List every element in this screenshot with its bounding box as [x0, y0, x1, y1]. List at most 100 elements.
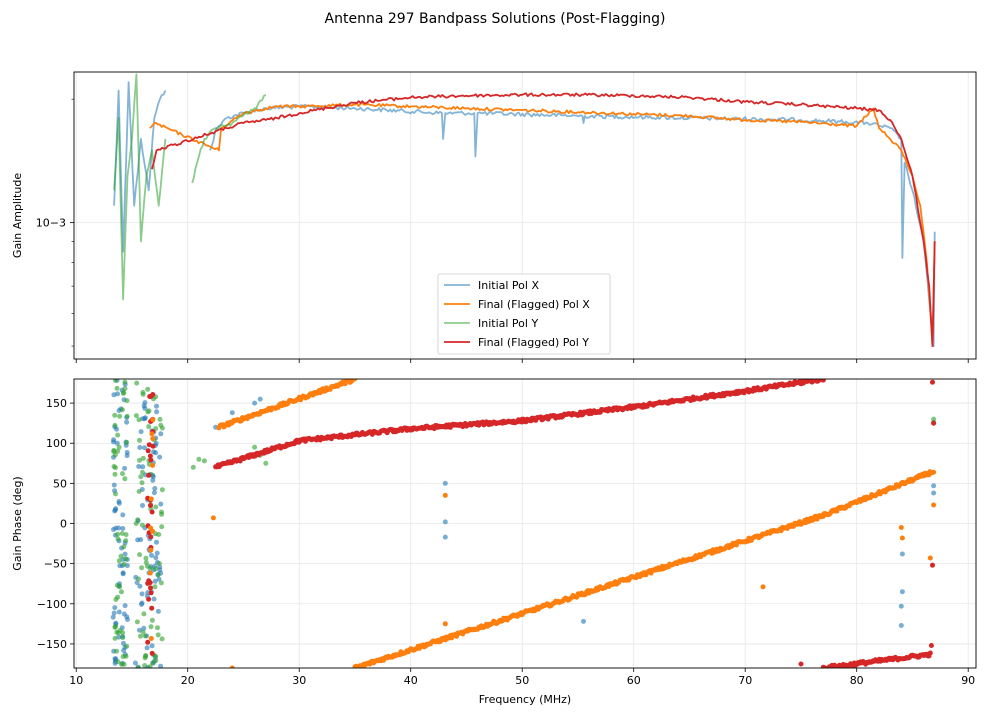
phase-point-final-pol-y: [930, 562, 935, 568]
phase-point-initial-pol-y: [142, 633, 148, 639]
phase-point-initial-pol-y: [159, 636, 165, 642]
phase-point-final-pol-x: [148, 636, 154, 641]
phase-point-final-pol-y: [148, 590, 154, 596]
phase-point-initial-pol-y: [142, 663, 148, 668]
phase-point-initial-pol-x: [142, 415, 148, 421]
phase-point-final-pol-x: [899, 535, 905, 541]
phase-point-initial-pol-y: [143, 560, 149, 565]
phase-point-initial-pol-y: [140, 469, 145, 475]
phase-point-initial-pol-x: [142, 400, 148, 406]
phase-point-final-pol-y: [798, 661, 804, 667]
phase-point-initial-pol-x: [151, 490, 157, 496]
phase-point-final-pol-y: [927, 650, 933, 656]
phase-ticks: 10 20 30 40 50 60 70 80 90 −150 −100 −50 0 50 100 150: [37, 397, 975, 687]
phase-point-initial-pol-x: [158, 501, 164, 507]
phase-point-initial-pol-x: [140, 464, 146, 470]
phase-point-initial-pol-y: [112, 624, 118, 630]
phase-y-tick-label: 100: [46, 437, 67, 450]
phase-point-initial-pol-x: [116, 609, 122, 615]
amp-line-initial-pol-y: [113, 73, 267, 301]
phase-point-initial-pol-y: [122, 476, 128, 482]
phase-point-initial-pol-x: [154, 403, 159, 409]
phase-point-initial-pol-y: [138, 633, 143, 639]
phase-point-initial-pol-y: [156, 532, 162, 537]
phase-point-initial-pol-y: [112, 412, 118, 418]
phase-point-initial-pol-x: [141, 625, 147, 631]
phase-point-final-pol-y: [146, 596, 152, 602]
phase-point-final-pol-x: [931, 469, 937, 475]
legend-label-initial-pol-x: Initial Pol X: [478, 279, 539, 292]
phase-point-initial-pol-y: [145, 386, 151, 392]
phase-point-initial-pol-x: [111, 610, 117, 616]
phase-point-initial-pol-x: [931, 483, 937, 489]
phase-point-final-pol-y: [148, 457, 154, 463]
legend-label-final-pol-x: Final (Flagged) Pol X: [478, 298, 590, 311]
phase-point-initial-pol-x: [120, 570, 126, 576]
amplitude-axes-frame: [73, 71, 977, 360]
amplitude-panel: Gain Amplitude 10−3 Initial Pol X Final …: [11, 71, 977, 363]
phase-point-initial-pol-y: [140, 455, 146, 461]
phase-x-tick-label: 80: [850, 674, 864, 687]
phase-point-initial-pol-y: [115, 531, 121, 537]
phase-series: [110, 379, 937, 668]
phase-point-initial-pol-x: [114, 440, 120, 446]
phase-point-initial-pol-x: [110, 614, 116, 620]
phase-y-tick-label: −50: [44, 558, 67, 571]
phase-y-tick-label: 50: [53, 477, 67, 490]
phase-point-final-pol-x: [352, 379, 358, 382]
phase-point-final-pol-x: [927, 555, 933, 561]
phase-point-initial-pol-y: [153, 504, 159, 510]
phase-x-tick-label: 50: [515, 674, 529, 687]
phase-point-initial-pol-x: [899, 589, 905, 595]
phase-point-final-pol-x: [442, 621, 448, 627]
phase-point-initial-pol-x: [157, 454, 163, 460]
phase-point-initial-pol-y: [120, 471, 125, 477]
legend-label-initial-pol-y: Initial Pol Y: [478, 317, 538, 330]
phase-point-initial-pol-x: [154, 409, 160, 415]
phase-point-initial-pol-x: [122, 551, 128, 557]
phase-x-tick-label: 70: [738, 674, 752, 687]
phase-point-final-pol-y: [145, 448, 151, 454]
phase-point-initial-pol-y: [136, 417, 142, 423]
phase-point-initial-pol-y: [113, 491, 118, 497]
phase-point-initial-pol-y: [147, 565, 153, 571]
phase-point-initial-pol-x: [140, 503, 145, 508]
phase-point-initial-pol-y: [196, 456, 202, 462]
legend: Initial Pol X Final (Flagged) Pol X Init…: [437, 273, 611, 355]
phase-point-initial-pol-y: [119, 589, 124, 595]
phase-point-final-pol-y: [820, 379, 826, 383]
phase-point-final-pol-y: [149, 509, 155, 515]
phase-point-initial-pol-y: [115, 659, 121, 665]
phase-point-final-pol-x: [931, 502, 937, 508]
phase-point-initial-pol-y: [113, 597, 119, 602]
phase-x-tick-label: 40: [404, 674, 418, 687]
phase-point-initial-pol-y: [123, 556, 129, 562]
phase-point-final-pol-y: [148, 534, 154, 540]
phase-point-final-pol-y: [145, 639, 151, 645]
phase-point-initial-pol-y: [115, 432, 121, 438]
phase-point-initial-pol-x: [142, 445, 147, 451]
phase-point-final-pol-x: [210, 515, 216, 521]
phase-point-initial-pol-x: [899, 551, 905, 557]
phase-point-initial-pol-y: [120, 635, 126, 640]
phase-point-initial-pol-y: [114, 385, 120, 391]
phase-point-initial-pol-y: [153, 653, 158, 659]
amplitude-y-axis-label: Gain Amplitude: [11, 173, 24, 258]
phase-point-initial-pol-x: [155, 608, 161, 614]
phase-point-initial-pol-x: [113, 525, 119, 531]
phase-point-initial-pol-x: [154, 550, 160, 556]
phase-point-initial-pol-x: [156, 576, 162, 582]
phase-point-final-pol-y: [150, 443, 156, 449]
phase-point-initial-pol-y: [121, 390, 127, 396]
phase-point-final-pol-x: [442, 492, 448, 498]
phase-point-initial-pol-y: [153, 657, 159, 663]
phase-y-tick-label: −100: [37, 598, 67, 611]
phase-y-tick-label: 0: [60, 518, 67, 531]
phase-point-initial-pol-y: [149, 617, 155, 623]
phase-point-final-pol-x: [148, 525, 154, 531]
phase-point-initial-pol-x: [111, 437, 117, 443]
phase-point-final-pol-x: [149, 431, 155, 437]
phase-x-tick-label: 30: [292, 674, 306, 687]
